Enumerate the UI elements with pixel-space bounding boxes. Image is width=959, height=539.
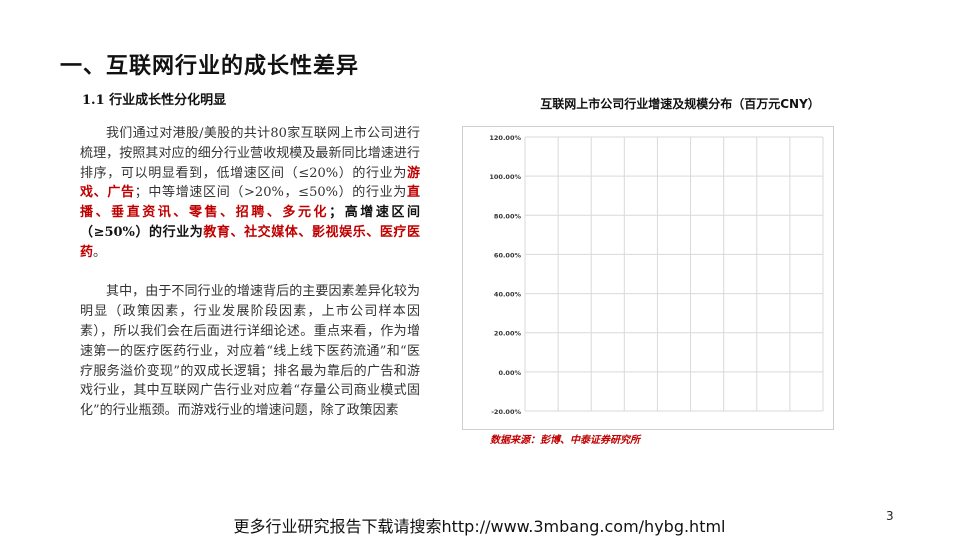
y-tick-label: 80.00% (494, 212, 522, 220)
y-tick-label: 120.00% (489, 134, 521, 142)
page-number: 3 (886, 509, 894, 523)
y-tick-label: 0.00% (498, 369, 521, 377)
p1-text-4: 。 (93, 244, 107, 260)
y-tick-label: 40.00% (494, 291, 522, 299)
paragraph-2: 其中，由于不同行业的增速背后的主要因素差异化较为明显（政策因素，行业发展阶段因素… (80, 284, 420, 419)
paragraph-1: 我们通过对港股/美股的共计80家互联网上市公司进行梳理，按照其对应的细分行业营收… (80, 124, 420, 263)
p1-text-3: ；高增速区间（≥50%）的行业为 (80, 205, 420, 240)
page-title: 一、互联网行业的成长性差异 (60, 54, 360, 79)
bubble-chart-svg: -20.00% 0.00% 20.00% 40.00% 60.00% 80.00% 100.… (83, 134, 824, 416)
p1-text-1: 我们通过对港股/美股的共计80家互联网上市公司进行梳理，按照其对应的细分行业营收… (80, 126, 420, 181)
p1-mid-growth: 直播、垂直资讯、零售、招聘、多元化 (80, 185, 420, 221)
section-subtitle: 1.1 行业成长性分化明显 (82, 93, 227, 108)
p1-low-growth: 游戏、广告 (80, 165, 420, 201)
y-tick-label: -20.00% (491, 408, 521, 416)
body-text: 我们通过对港股/美股的共计80家互联网上市公司进行梳理，按照其对应的细分行业营收… (80, 124, 420, 421)
p1-high-growth: 教育、社交媒体、影视娱乐、医疗医药 (80, 224, 420, 260)
y-tick-label: 60.00% (494, 251, 522, 259)
chart-title: 互联网上市公司行业增速及规模分布（百万元CNY） (540, 97, 820, 111)
bubble-chart: -20.00% 0.00% 20.00% 40.00% 60.00% 80.00% 100.… (83, 126, 834, 430)
data-source: 数据来源：彭博、中泰证券研究所 (490, 435, 640, 446)
y-tick-label: 20.00% (494, 330, 522, 338)
footer-link-text[interactable]: 更多行业研究报告下载请搜索http://www.3mbang.com/hybg.… (233, 517, 726, 536)
y-tick-label: 100.00% (489, 173, 521, 181)
p1-text-2: ；中等增速区间（>20%，≤50%）的行业为 (134, 185, 407, 201)
